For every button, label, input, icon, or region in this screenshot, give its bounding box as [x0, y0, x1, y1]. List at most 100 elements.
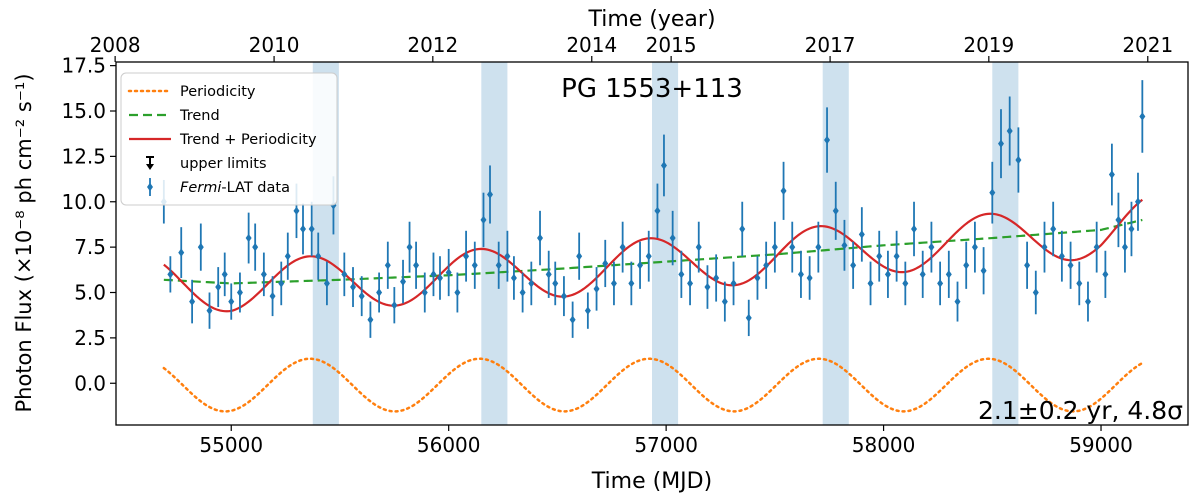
x-axis-ticks: 55000 56000 57000 58000 59000 — [199, 425, 1133, 457]
data-point — [763, 241, 770, 289]
data-marker — [245, 233, 252, 243]
chart-title: PG 1553+113 — [561, 74, 743, 104]
top-tick-label: 2021 — [1122, 33, 1173, 57]
data-point — [1121, 221, 1128, 273]
data-marker — [730, 279, 737, 288]
data-point — [454, 272, 461, 313]
data-marker — [391, 301, 398, 310]
x-axis-label: Time (MJD) — [591, 469, 712, 494]
x-tick-label: 55000 — [199, 433, 263, 457]
data-marker — [1108, 170, 1115, 179]
data-marker — [1015, 155, 1022, 165]
y-axis-label: Photon Flux (×10⁻⁸ ph cm⁻² s⁻¹) — [12, 73, 36, 412]
data-point — [610, 261, 617, 306]
data-marker — [445, 268, 452, 277]
data-point — [841, 219, 848, 271]
data-point — [858, 207, 865, 262]
data-marker — [560, 291, 567, 301]
data-marker — [315, 252, 322, 261]
data-point — [430, 252, 437, 297]
data-marker — [215, 282, 222, 292]
data-point — [645, 230, 652, 282]
data-marker — [1093, 242, 1100, 252]
data-point — [178, 227, 185, 278]
data-point — [504, 230, 511, 282]
data-point — [730, 261, 737, 306]
data-point — [780, 161, 787, 220]
data-marker — [260, 270, 267, 279]
data-point — [902, 261, 909, 306]
data-point — [350, 267, 357, 308]
data-point — [867, 261, 874, 306]
data-marker — [1006, 126, 1013, 136]
data-point — [576, 232, 583, 280]
data-marker — [850, 261, 857, 270]
data-marker — [660, 161, 667, 170]
data-point — [602, 239, 609, 288]
data-marker — [206, 306, 213, 315]
x-tick-label: 57000 — [634, 433, 698, 457]
data-marker — [1115, 215, 1122, 225]
data-point — [167, 256, 174, 293]
data-point — [300, 203, 307, 255]
legend-marker — [147, 182, 153, 192]
x-tick-label: 58000 — [852, 433, 916, 457]
data-marker — [1067, 261, 1074, 270]
data-point — [997, 109, 1004, 179]
x-tick-label: 56000 — [417, 433, 481, 457]
legend-label: upper limits — [180, 156, 267, 172]
data-marker — [1084, 297, 1091, 306]
data-marker — [789, 242, 796, 252]
data-point — [637, 241, 644, 289]
data-marker — [637, 261, 644, 270]
data-point — [713, 254, 720, 302]
data-marker — [763, 261, 770, 270]
data-marker — [806, 273, 813, 283]
data-point — [463, 230, 470, 282]
data-point — [413, 241, 420, 289]
data-point — [654, 183, 661, 239]
legend: Periodicity Trend Trend + Periodicity upper… — [120, 72, 338, 206]
data-point — [678, 250, 685, 298]
data-point — [400, 259, 407, 304]
data-point — [560, 276, 567, 317]
y-tick-label: 7.5 — [74, 235, 106, 259]
data-marker — [919, 270, 926, 279]
data-point — [236, 272, 243, 313]
data-marker — [771, 242, 778, 252]
data-point — [367, 301, 374, 338]
data-point — [1006, 96, 1013, 166]
data-marker — [537, 233, 544, 243]
data-point — [739, 201, 746, 257]
data-point — [893, 230, 900, 282]
data-marker — [519, 288, 526, 297]
data-marker — [619, 242, 626, 252]
data-point — [315, 232, 322, 280]
data-marker — [997, 139, 1004, 148]
y-tick-label: 0.0 — [74, 371, 106, 395]
data-marker — [876, 252, 883, 261]
data-point — [519, 272, 526, 313]
data-marker — [528, 279, 535, 288]
data-point — [815, 221, 822, 273]
data-marker — [1139, 112, 1146, 121]
data-point — [471, 241, 478, 289]
data-marker — [569, 315, 576, 324]
data-marker — [228, 297, 235, 306]
data-marker — [971, 242, 978, 252]
data-marker — [252, 242, 259, 252]
data-marker — [269, 291, 276, 301]
data-marker — [1121, 242, 1128, 252]
data-marker — [436, 273, 443, 283]
data-marker — [645, 252, 652, 261]
data-point — [480, 192, 487, 248]
data-point — [215, 267, 222, 308]
data-point — [919, 250, 926, 298]
data-marker — [341, 270, 348, 279]
data-point — [445, 248, 452, 297]
data-marker — [552, 279, 559, 288]
data-point — [1084, 281, 1091, 322]
data-marker — [545, 270, 552, 279]
data-point — [1128, 201, 1135, 257]
data-point — [552, 261, 559, 306]
